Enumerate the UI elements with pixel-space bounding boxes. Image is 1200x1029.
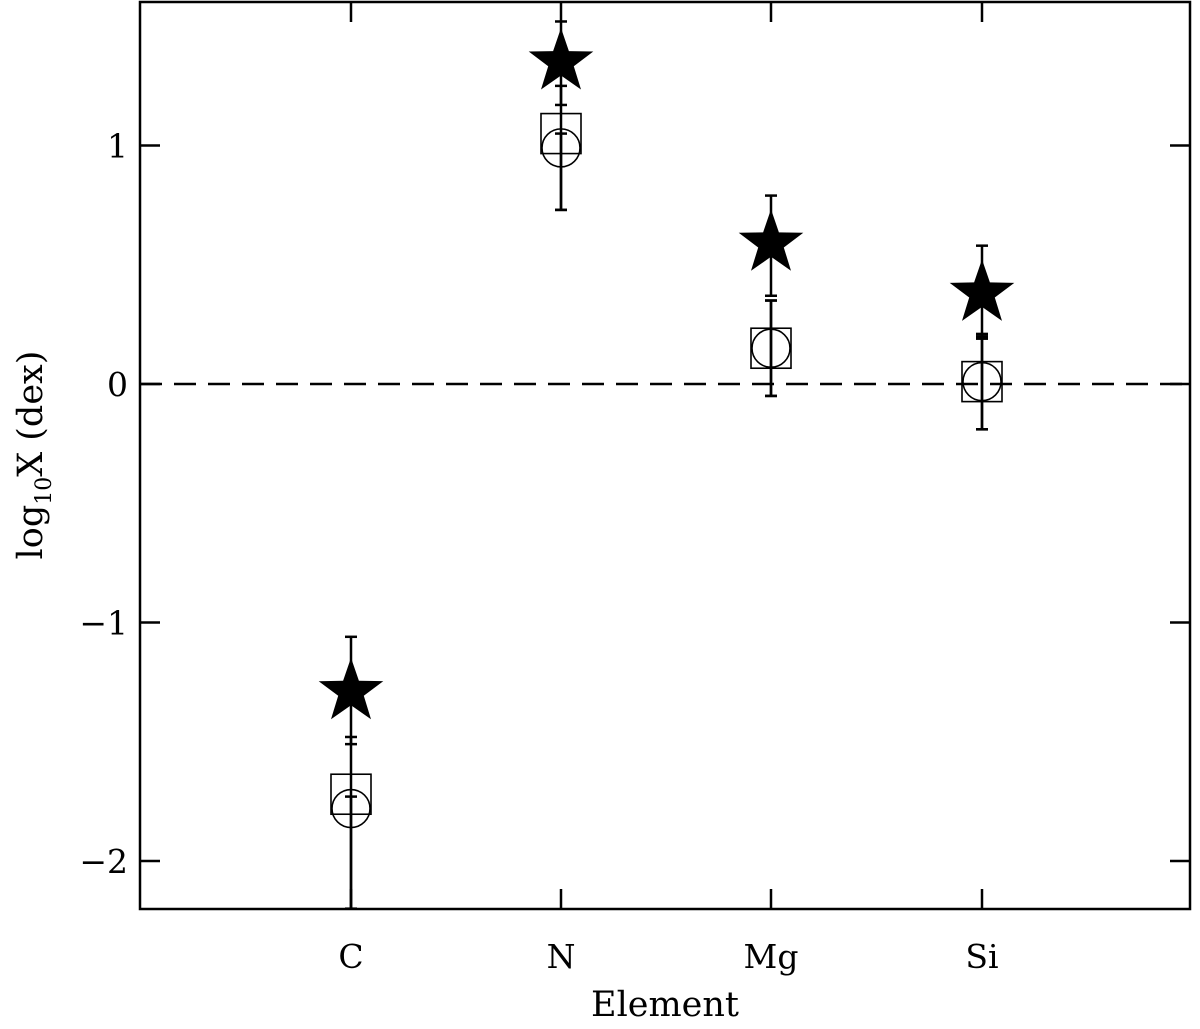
- y-axis-label-group: log10X (dex): [11, 351, 57, 560]
- error-bars: [345, 20, 988, 910]
- data-markers: [318, 28, 1015, 829]
- y-tick-label: −2: [79, 842, 128, 881]
- x-tick-label: Si: [965, 937, 998, 976]
- y-tick-label: 1: [107, 127, 128, 166]
- circle-marker: [541, 128, 581, 168]
- square-marker: [961, 360, 1003, 403]
- y-tick-label: −1: [79, 604, 128, 643]
- y-axis-label: log10X (dex): [11, 351, 57, 560]
- plot-frame: [138, 0, 1192, 911]
- star-marker: [738, 209, 804, 271]
- circle-marker: [331, 788, 371, 829]
- circle-marker: [751, 328, 791, 369]
- square-marker: [330, 773, 372, 816]
- y-axis-ticks: −2 −1 0 1: [79, 127, 1190, 881]
- square-marker: [750, 327, 792, 370]
- x-tick-label: C: [338, 937, 363, 976]
- star-marker: [528, 28, 594, 90]
- y-axis-label-rest: X (dex): [11, 351, 51, 477]
- x-tick-label: Mg: [744, 937, 799, 976]
- x-axis-label: Element: [591, 985, 739, 1025]
- y-axis-label-main: log: [11, 505, 51, 560]
- y-axis-label-subscript: 10: [32, 477, 57, 505]
- y-tick-label: 0: [107, 365, 128, 404]
- x-axis-ticks: C N Mg Si: [338, 2, 999, 976]
- circle-marker: [962, 361, 1002, 402]
- square-marker: [540, 112, 582, 155]
- star-marker: [318, 657, 384, 720]
- x-tick-label: N: [547, 937, 576, 976]
- star-marker: [949, 259, 1015, 321]
